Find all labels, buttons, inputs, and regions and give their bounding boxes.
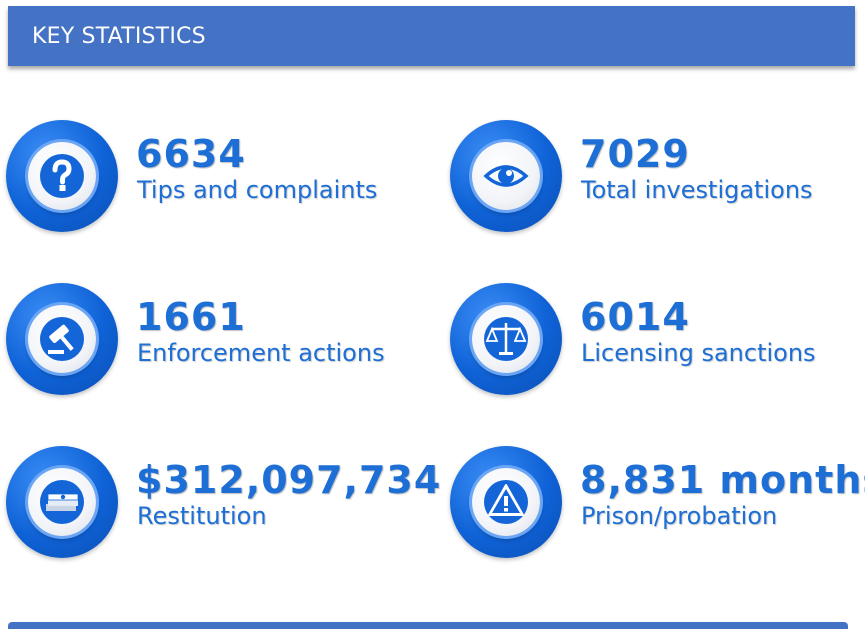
header-bar: KEY STATISTICS (8, 6, 855, 66)
stat-badge (450, 283, 562, 395)
stat-restitution: $312,097,734 Restitution (6, 446, 440, 562)
stat-badge (450, 446, 562, 558)
stat-value: 6634 (136, 132, 246, 176)
stat-tips-complaints: 6634 Tips and complaints (6, 120, 426, 236)
stat-badge (450, 120, 562, 232)
stat-enforcement-actions: 1661 Enforcement actions (6, 283, 426, 399)
eye-icon (472, 142, 540, 210)
warning-icon (472, 468, 540, 536)
stat-label: Total investigations (581, 176, 813, 204)
stat-total-investigations: 7029 Total investigations (450, 120, 865, 236)
money-icon (28, 468, 96, 536)
stat-label: Enforcement actions (137, 339, 385, 367)
stat-value: 6014 (580, 295, 690, 339)
question-mark-icon (28, 142, 96, 210)
stat-value: 1661 (136, 295, 246, 339)
stat-value: 8,831 months (580, 458, 865, 502)
stat-badge (6, 446, 118, 558)
stat-label: Tips and complaints (137, 176, 378, 204)
stat-label: Prison/probation (581, 502, 778, 530)
stat-value: $312,097,734 (136, 458, 442, 502)
stat-badge (6, 120, 118, 232)
stat-value: 7029 (580, 132, 690, 176)
footer-bar (8, 622, 848, 629)
scales-icon (472, 305, 540, 373)
stat-label: Licensing sanctions (581, 339, 816, 367)
stat-label: Restitution (137, 502, 267, 530)
stat-prison-probation: 8,831 months Prison/probation (450, 446, 865, 562)
stat-badge (6, 283, 118, 395)
page-title: KEY STATISTICS (32, 24, 206, 49)
gavel-icon (28, 305, 96, 373)
stat-licensing-sanctions: 6014 Licensing sanctions (450, 283, 865, 399)
